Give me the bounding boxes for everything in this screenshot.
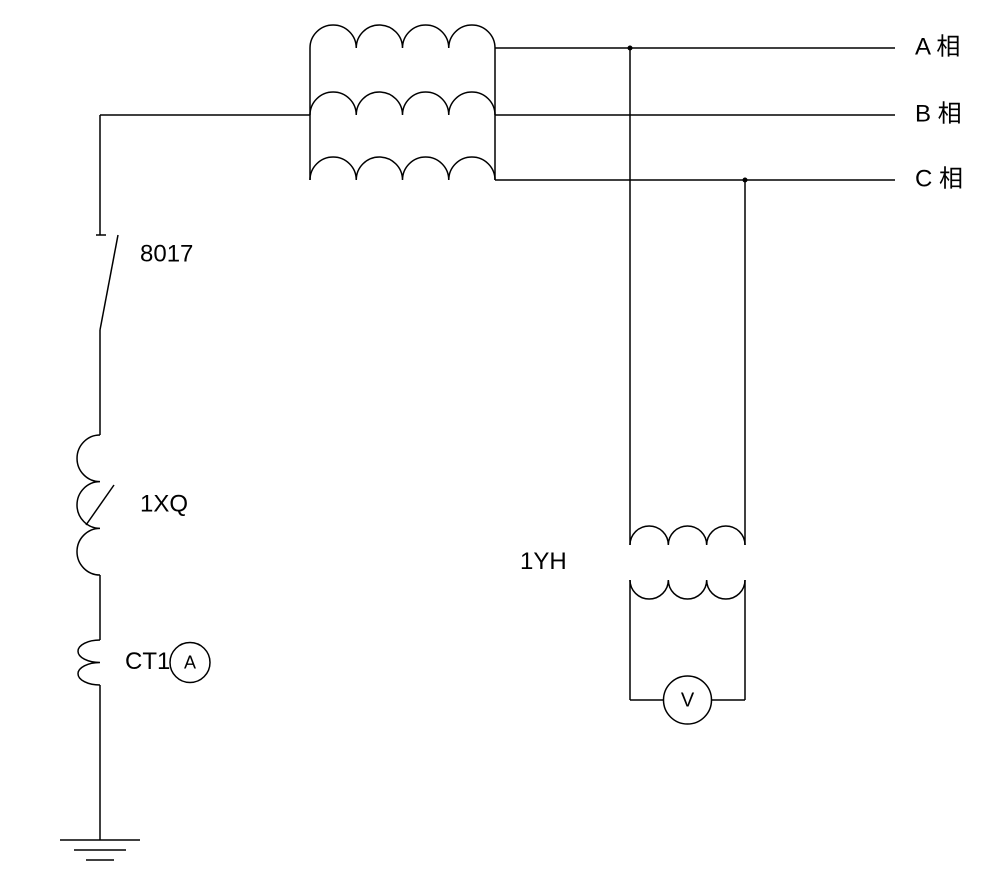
phase-b-inductor <box>310 92 495 115</box>
pt-primary-coil <box>630 526 745 545</box>
pt-secondary-coil <box>630 580 745 599</box>
reactor-1xq-coil <box>77 435 100 575</box>
tap-dot-c <box>743 178 748 183</box>
reactor-1xq-label: 1XQ <box>140 490 188 517</box>
reactor-1xq-slash <box>86 485 114 525</box>
voltmeter-label: V <box>681 689 695 711</box>
ct1-coil <box>78 640 100 685</box>
phase-a-inductor <box>310 25 495 48</box>
phase-b-label: B 相 <box>915 100 962 127</box>
pt-1yh-label: 1YH <box>520 548 567 575</box>
ammeter-label: A <box>184 652 196 672</box>
phase-c-label: C 相 <box>915 165 963 192</box>
switch-8017-label: 8017 <box>140 240 193 267</box>
phase-c-inductor <box>310 157 495 180</box>
switch-8017-blade <box>100 235 118 330</box>
tap-dot-a <box>628 46 633 51</box>
phase-a-label: A 相 <box>915 33 960 60</box>
ct1-label: CT1 <box>125 648 170 675</box>
